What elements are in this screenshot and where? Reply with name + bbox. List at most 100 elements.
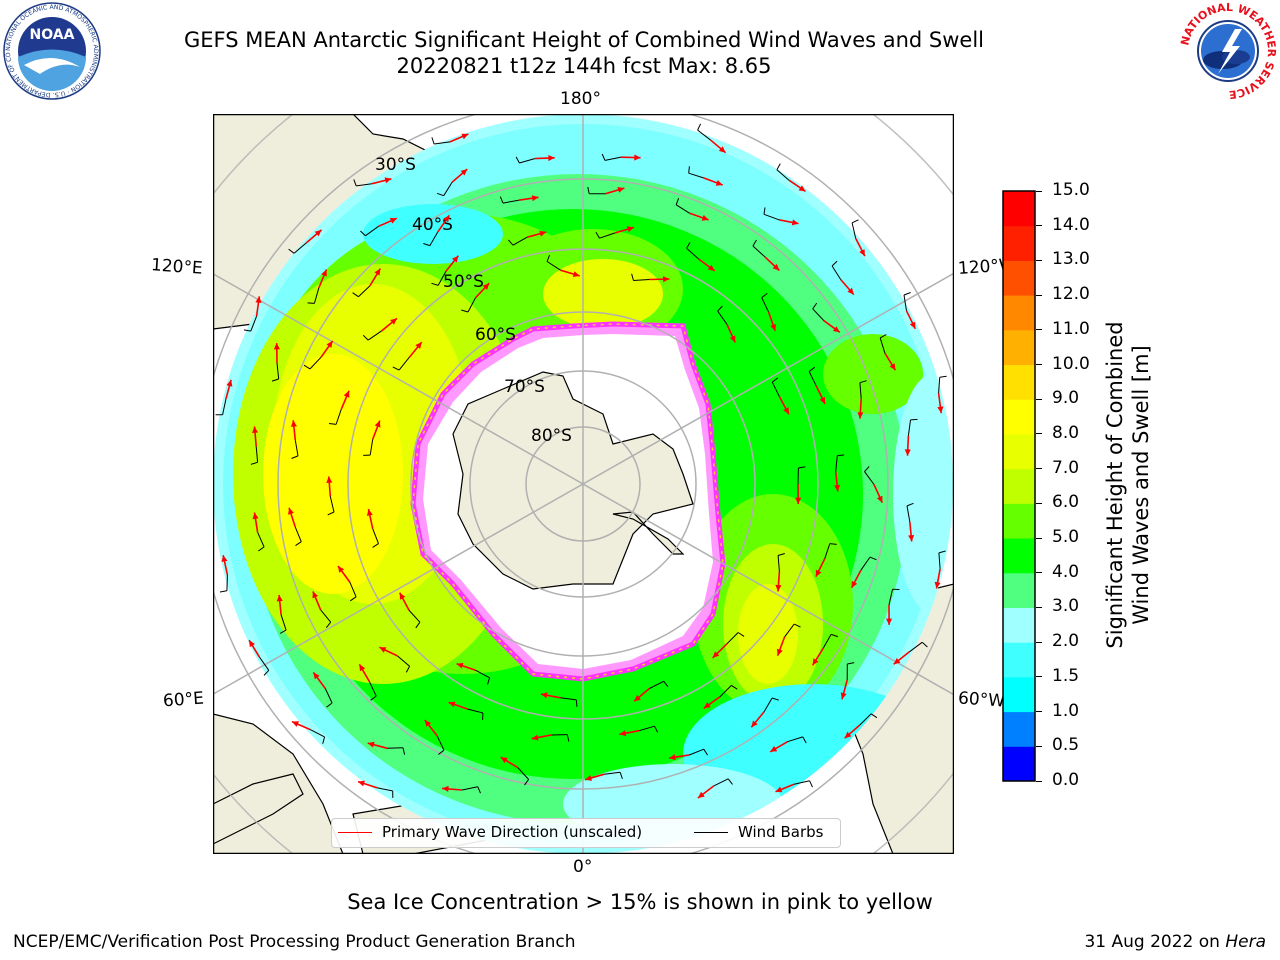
wind-barb-flag <box>326 702 333 708</box>
latitude-labels: 30°S 40°S 50°S 60°S 70°S 80°S <box>375 155 572 446</box>
wind-barb-staff <box>688 172 705 179</box>
wave-direction-arrowhead <box>326 341 333 348</box>
wind-barb-staff <box>888 589 893 606</box>
wave-direction-arrowhead <box>815 569 822 577</box>
wave-direction-arrowhead <box>847 287 854 295</box>
colorbar-tick-label: 0.5 <box>1052 735 1080 756</box>
wave-direction-arrowhead <box>795 497 802 504</box>
wave-direction-arrowhead <box>893 658 901 665</box>
wave-direction-arrowhead <box>715 180 723 186</box>
colorbar-segment <box>1003 642 1035 678</box>
colorbar-tick-mark <box>1036 641 1042 643</box>
colorbar-tick-mark <box>1036 537 1042 539</box>
wave-direction-arrowhead <box>834 484 841 492</box>
wave-direction-arrowhead <box>617 187 625 193</box>
wind-barb-staff <box>879 337 886 354</box>
wind-barb-staff <box>429 231 439 246</box>
wind-barb-staff <box>560 697 577 701</box>
wind-barbs <box>215 123 947 798</box>
wind-barb-staff <box>309 356 322 370</box>
colorbar-ticks: 0.0 0.5 1.0 1.5 2.0 3.0 4.0 5.0 6.0 7.0 8.0 9.0 10.0… <box>1036 0 1106 960</box>
wave-direction-arrowhead <box>908 535 915 542</box>
colorbar-tick-label: 9.0 <box>1052 388 1080 409</box>
wave-direction-arrowhead <box>889 363 896 371</box>
wind-barb-staff <box>313 287 320 304</box>
wind-barb-flag <box>870 713 878 719</box>
sea-ice-antarctica <box>410 321 726 682</box>
wind-barb-flag <box>587 186 590 194</box>
wind-barb-flag <box>372 543 379 548</box>
wind-barb-staff <box>604 156 621 161</box>
sea-ice-note: Sea Ice Concentration > 15% is shown in … <box>347 890 933 914</box>
wave-direction-arrowhead <box>424 720 432 727</box>
lon-label-120e: 120°E <box>150 255 204 279</box>
wind-barb-staff <box>812 308 825 321</box>
wave-direction-arrowhead <box>313 672 320 680</box>
lon-label-0: 0° <box>573 857 593 877</box>
colorbar-tick-mark <box>1036 502 1042 504</box>
wave-direction-arrowhead <box>627 226 634 233</box>
nws-logo: NATIONAL WEATHER SERVICE <box>1178 2 1278 100</box>
colorbar-title-line1: Significant Height of Combined <box>1103 321 1127 649</box>
lon-label-180: 180° <box>560 89 601 109</box>
wave-direction-arrowhead <box>729 335 736 343</box>
wave-direction-arrowhead <box>712 651 720 658</box>
wind-barb-flag <box>250 461 258 465</box>
wave-direction-arrowhead <box>798 185 806 192</box>
wave-direction-arrowhead <box>876 495 883 503</box>
noaa-logo: NATIONAL OCEANIC AND ATMOSPHERIC ADMINIS… <box>2 2 101 100</box>
wind-barb-flag <box>808 366 816 372</box>
wind-barb-staff <box>368 681 377 697</box>
wave-direction-arrowhead <box>770 324 776 331</box>
wind-barb-flag <box>329 423 337 425</box>
wave-direction-arrowhead <box>276 594 283 602</box>
wave-direction-arrowhead <box>770 746 778 752</box>
colorbar-tick-mark <box>1036 433 1042 435</box>
wind-barb-staff <box>434 141 451 145</box>
legend-swatch-red-line <box>338 832 372 833</box>
wind-barb-flag <box>771 377 779 383</box>
colorbar-segment <box>1003 329 1035 366</box>
wind-barb-flag <box>436 192 444 197</box>
wind-barb-staff <box>604 771 621 775</box>
wave-direction-arrowhead <box>367 741 375 748</box>
wave-direction-arrowhead <box>374 268 381 276</box>
wind-barb-staff <box>512 236 528 246</box>
wind-barb-staff <box>719 685 732 697</box>
colorbar-tick-mark <box>1036 364 1042 366</box>
wave-direction-arrowhead <box>255 296 262 303</box>
wave-direction-arrowhead <box>701 214 709 221</box>
wind-barb-flag <box>777 553 785 556</box>
wave-direction-arrowhead <box>540 692 548 699</box>
lat-label-40s: 40°S <box>412 215 453 235</box>
wave-direction-arrowhead <box>934 581 941 589</box>
noaa-logo-text: NOAA <box>30 27 75 43</box>
footer-machine: Hera <box>1225 932 1266 952</box>
map-panel: 30°S 40°S 50°S 60°S 70°S 80°S <box>213 114 954 854</box>
wave-direction-arrowhead <box>321 269 327 277</box>
wave-direction-arrowhead <box>374 420 381 428</box>
wind-barb-staff <box>255 446 259 463</box>
wave-direction-arrowhead <box>288 507 294 515</box>
wave-direction-arrowhead <box>358 780 365 787</box>
wind-barb-staff <box>859 382 862 399</box>
wave-direction-arrowhead <box>857 412 864 419</box>
wind-barb-flag <box>837 454 845 457</box>
wind-barb-flag <box>566 734 570 742</box>
colorbar-segment <box>1003 225 1035 261</box>
wind-barb-staff <box>763 213 780 221</box>
colorbar-tick-label: 11.0 <box>1052 318 1090 339</box>
colorbar-segment <box>1003 364 1035 400</box>
wind-barb-staff <box>793 780 810 785</box>
wind-barb-staff <box>310 729 325 738</box>
wind-barb-flag <box>776 163 781 170</box>
colorbar-tick-mark <box>1036 398 1042 400</box>
colorbar-tick-label: 1.5 <box>1052 665 1080 686</box>
wind-barb-flag <box>352 292 359 298</box>
colorbar-segment <box>1003 433 1035 470</box>
wind-barb-flag <box>802 736 807 744</box>
lat-label-50s: 50°S <box>443 272 484 292</box>
wind-barb-staff <box>649 680 664 689</box>
wind-barb-staff <box>443 181 453 196</box>
wind-barb-staff <box>324 688 333 704</box>
